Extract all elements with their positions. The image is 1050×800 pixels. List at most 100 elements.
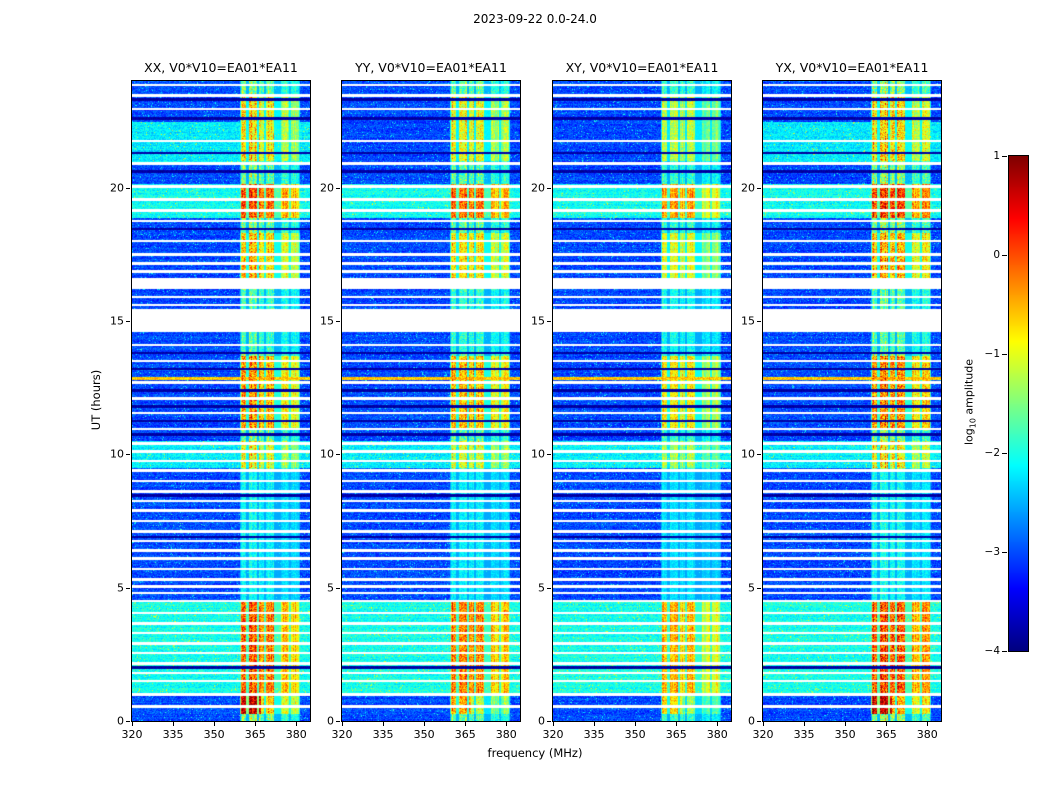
y-tick-mark <box>757 321 761 322</box>
colorbar-tick-mark <box>1002 651 1007 652</box>
spectrogram-panel-xx: XX, V0*V10=EA01*EA11 0 5 10 15 20 320 335 350 3… <box>110 60 311 741</box>
x-tick-label: 365 <box>875 728 897 741</box>
colorbar-canvas <box>1009 156 1028 651</box>
x-tick-label: 380 <box>495 728 517 741</box>
spectrogram-plot-yy <box>341 80 521 722</box>
colorbar-gradient <box>1008 155 1029 652</box>
y-tick-label: 20 <box>110 181 124 195</box>
colorbar-label-prefix: log <box>962 428 976 446</box>
colorbar-tick-label: −2 <box>984 447 1000 459</box>
y-tick-mark <box>757 721 761 722</box>
x-tick-label: 350 <box>834 728 856 741</box>
x-tick-label: 380 <box>706 728 728 741</box>
spectrogram-plot-yx <box>762 80 942 722</box>
x-tick-mark <box>804 722 806 726</box>
y-tick-mark <box>336 721 340 722</box>
y-tick-label: 15 <box>741 314 755 328</box>
colorbar-tick-mark <box>1002 453 1007 454</box>
x-tick-mark <box>342 722 343 726</box>
x-tick-label: 350 <box>413 728 435 741</box>
x-tick-mark <box>465 722 467 726</box>
x-tick-mark <box>717 722 719 726</box>
y-tick-label: 15 <box>320 314 334 328</box>
spectrogram-canvas-xx <box>132 81 310 721</box>
colorbar-tick-mark <box>1002 354 1007 355</box>
x-tick-label: 320 <box>121 728 143 741</box>
spectrogram-panel-yx: YX, V0*V10=EA01*EA11 0 5 10 15 20 320 335 350 3… <box>741 60 942 741</box>
x-axis-ticks: 320 335 350 365 380 <box>543 722 731 744</box>
x-tick-mark <box>676 722 678 726</box>
x-tick-mark <box>927 722 929 726</box>
colorbar-ticks: 1 0 −1 −2 −3 −4 <box>985 150 1009 657</box>
y-tick-label: 0 <box>538 714 545 728</box>
y-tick-mark <box>757 187 761 189</box>
x-tick-mark <box>594 722 596 726</box>
panel-title-xy: XY, V0*V10=EA01*EA11 <box>565 60 719 75</box>
y-tick-mark <box>126 721 130 722</box>
x-tick-label: 320 <box>542 728 564 741</box>
y-axis-label: UT (hours) <box>89 369 103 431</box>
x-tick-mark <box>845 722 847 726</box>
y-tick-label: 0 <box>117 714 124 728</box>
colorbar: log10 amplitude 1 0 −1 −2 −3 −4 <box>962 150 1029 657</box>
colorbar-tick-label: −1 <box>984 348 1000 360</box>
spectrogram-panel-xy: XY, V0*V10=EA01*EA11 0 5 10 15 20 320 335 350 3… <box>531 60 732 741</box>
x-tick-mark <box>173 722 175 726</box>
x-tick-label: 335 <box>372 728 394 741</box>
y-tick-mark <box>547 454 551 456</box>
y-tick-label: 20 <box>741 181 755 195</box>
spectrogram-canvas-xy <box>553 81 731 721</box>
x-tick-mark <box>255 722 257 726</box>
colorbar-label-suffix: amplitude <box>962 358 976 419</box>
x-tick-mark <box>214 722 216 726</box>
y-tick-label: 10 <box>110 447 124 461</box>
y-tick-mark <box>336 321 340 322</box>
x-tick-mark <box>886 722 888 726</box>
y-tick-label: 10 <box>320 447 334 461</box>
x-tick-label: 335 <box>162 728 184 741</box>
x-tick-mark <box>132 722 133 726</box>
x-tick-label: 350 <box>203 728 225 741</box>
x-tick-mark <box>635 722 637 726</box>
colorbar-tick-label: 1 <box>993 150 1000 162</box>
colorbar-tick-mark <box>1002 156 1007 157</box>
y-tick-mark <box>126 187 130 189</box>
spectrogram-canvas-yx <box>763 81 941 721</box>
colorbar-tick-mark <box>1002 552 1007 553</box>
x-tick-label: 335 <box>583 728 605 741</box>
colorbar-tick-label: 0 <box>993 249 1000 261</box>
colorbar-tick-mark <box>1002 255 1007 256</box>
y-axis-ticks: 0 5 10 15 20 <box>531 81 553 728</box>
x-tick-label: 350 <box>624 728 646 741</box>
x-tick-label: 365 <box>454 728 476 741</box>
panel-title-yx: YX, V0*V10=EA01*EA11 <box>775 60 929 75</box>
colorbar-tick-label: −4 <box>984 645 1000 657</box>
panel-title-xx: XX, V0*V10=EA01*EA11 <box>144 60 298 75</box>
y-tick-label: 15 <box>110 314 124 328</box>
y-tick-label: 5 <box>117 581 124 595</box>
y-tick-mark <box>547 187 551 189</box>
y-tick-label: 15 <box>531 314 545 328</box>
y-tick-mark <box>547 721 551 722</box>
y-tick-mark <box>336 187 340 189</box>
y-tick-mark <box>336 587 340 589</box>
x-axis-ticks: 320 335 350 365 380 <box>122 722 310 744</box>
y-tick-label: 10 <box>531 447 545 461</box>
y-axis-ticks: 0 5 10 15 20 <box>320 81 342 728</box>
y-tick-mark <box>126 587 130 589</box>
x-tick-mark <box>763 722 764 726</box>
y-tick-label: 10 <box>741 447 755 461</box>
x-axis-ticks: 320 335 350 365 380 <box>332 722 520 744</box>
y-tick-label: 0 <box>327 714 334 728</box>
x-tick-mark <box>383 722 385 726</box>
y-axis-ticks: 0 5 10 15 20 <box>110 81 132 728</box>
spectrogram-plot-xx <box>131 80 311 722</box>
panel-title-yy: YY, V0*V10=EA01*EA11 <box>355 60 507 75</box>
y-axis-ticks: 0 5 10 15 20 <box>741 81 763 728</box>
y-tick-label: 5 <box>748 581 755 595</box>
x-tick-label: 380 <box>285 728 307 741</box>
y-tick-label: 5 <box>327 581 334 595</box>
y-tick-label: 20 <box>320 181 334 195</box>
y-tick-mark <box>126 454 130 456</box>
spectrogram-panel-yy: YY, V0*V10=EA01*EA11 0 5 10 15 20 320 335 350 3… <box>320 60 521 741</box>
